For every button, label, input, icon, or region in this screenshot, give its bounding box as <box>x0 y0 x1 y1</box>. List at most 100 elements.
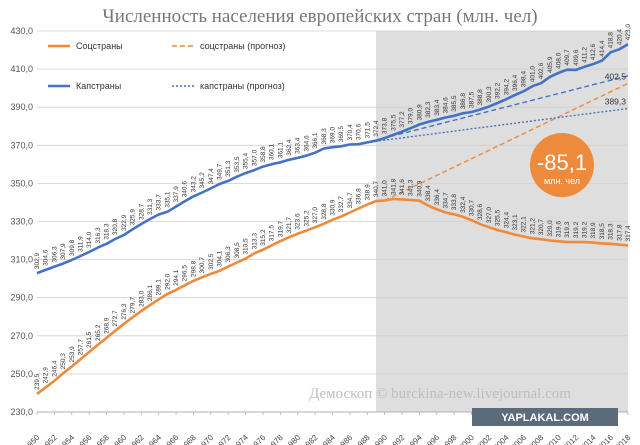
x-tick-label: 1968 <box>179 433 198 445</box>
data-label: 340,9 <box>416 180 423 197</box>
data-label: 279,7 <box>130 297 137 314</box>
x-tick-label: 1980 <box>283 433 302 445</box>
data-label: 338,9 <box>364 184 371 201</box>
data-label: 304,6 <box>43 249 50 266</box>
x-tick-label: 2008 <box>527 433 546 445</box>
data-label: 402,6 <box>538 63 545 80</box>
data-label: 310,5 <box>243 238 250 255</box>
x-tick-label: 1954 <box>57 433 76 445</box>
data-label: 250,3 <box>60 353 67 370</box>
x-tick-label: 2002 <box>474 433 493 445</box>
x-tick-label: 1962 <box>127 433 146 445</box>
y-tick-label: 430,0 <box>10 26 33 36</box>
data-label: 322,9 <box>121 214 128 231</box>
data-label: 385,5 <box>451 95 458 112</box>
data-label: 325,5 <box>495 209 502 226</box>
y-tick-label: 310,0 <box>10 255 33 265</box>
data-label: 306,3 <box>51 246 58 263</box>
data-label: 322,1 <box>521 216 528 233</box>
data-label: 392,2 <box>495 82 502 99</box>
x-tick-label: 1990 <box>370 433 389 445</box>
data-label: 315,2 <box>260 229 267 246</box>
data-label: 414,4 <box>599 40 606 57</box>
data-label: 292,0 <box>164 273 171 290</box>
data-label: 360,1 <box>269 144 276 161</box>
data-label: 300,7 <box>199 257 206 274</box>
x-tick-label: 2000 <box>457 433 476 445</box>
y-tick-label: 410,0 <box>10 64 33 74</box>
data-labels: 239,5 242,9 246,4 250,3 253,9 257,7 261,5 265,2… <box>34 24 632 390</box>
data-label: 390,3 <box>486 86 493 103</box>
x-tick-label: 1956 <box>75 433 94 445</box>
data-label: 327,0 <box>486 207 493 224</box>
data-label: 318,9 <box>590 222 597 239</box>
data-label: 398,4 <box>521 71 528 88</box>
data-label: 265,2 <box>95 324 102 341</box>
watermark: Демоскоп © burckina-new.livejournal.com <box>309 386 571 402</box>
y-tick-label: 290,0 <box>10 293 33 303</box>
data-label: 313,3 <box>251 233 258 250</box>
data-label: 341,8 <box>390 178 397 195</box>
data-label: 294,1 <box>173 269 180 286</box>
x-tick-label: 2006 <box>509 433 528 445</box>
data-label: 383,4 <box>434 99 441 116</box>
data-label: 319,2 <box>582 221 589 238</box>
data-label: 318,3 <box>608 223 615 240</box>
data-label: 276,3 <box>121 303 128 320</box>
data-label: 377,2 <box>399 111 406 128</box>
data-label: 302,9 <box>34 252 41 269</box>
x-tick-label: 2010 <box>544 433 563 445</box>
data-label: 321,2 <box>529 218 536 235</box>
y-tick-label: 270,0 <box>10 331 33 341</box>
x-tick-label: 1994 <box>405 433 424 445</box>
chart-title: Численность населения европейских стран … <box>102 6 537 27</box>
data-label: 380,9 <box>416 104 423 121</box>
data-label: 330,9 <box>330 199 337 216</box>
data-label: 358,8 <box>260 146 267 163</box>
data-label: 311,9 <box>77 236 84 252</box>
data-label: 323,6 <box>295 213 302 230</box>
x-tick-label: 1988 <box>353 433 372 445</box>
data-label: 332,7 <box>338 196 345 213</box>
data-label: 320,8 <box>112 218 119 235</box>
data-label: 246,4 <box>51 360 58 377</box>
data-label: 347,4 <box>208 168 215 185</box>
x-tick-label: 1996 <box>422 433 441 445</box>
data-label: 401,0 <box>529 66 536 83</box>
badge-unit: млн. чел <box>544 176 580 186</box>
data-label: 405,9 <box>547 56 554 73</box>
data-label: 412,6 <box>590 43 597 60</box>
data-label: 409,7 <box>564 49 571 66</box>
data-label: 327,0 <box>312 207 319 224</box>
data-label: 316,3 <box>95 227 102 244</box>
x-tick-label: 2014 <box>579 433 598 445</box>
data-label: 366,1 <box>312 132 319 149</box>
data-label: 331,3 <box>147 198 154 215</box>
data-label: 336,8 <box>356 188 363 205</box>
data-label: 296,5 <box>182 265 189 282</box>
x-tick-label: 1976 <box>248 433 267 445</box>
x-tick-label: 1982 <box>301 433 320 445</box>
data-label: 325,2 <box>303 210 310 227</box>
data-label: 336,4 <box>434 189 441 206</box>
data-label: 333,8 <box>451 194 458 211</box>
y-tick-label: 390,0 <box>10 102 33 112</box>
legend-label: соцстраны (прогноз) <box>200 41 285 51</box>
data-label: 317,5 <box>269 225 276 242</box>
data-label: 261,5 <box>86 331 93 348</box>
data-label: 328,6 <box>477 204 484 221</box>
series-line-2 <box>384 82 629 202</box>
data-label: 364,6 <box>303 135 310 152</box>
y-tick-label: 350,0 <box>10 178 33 188</box>
data-label: 320,0 <box>547 220 554 237</box>
data-label: 298,8 <box>190 260 197 277</box>
data-label: 302,5 <box>208 253 215 270</box>
data-label: 242,9 <box>43 367 50 384</box>
data-label: 306,3 <box>225 246 232 263</box>
x-tick-label: 1964 <box>144 433 163 445</box>
data-label: 337,9 <box>173 186 180 203</box>
data-label: 384,6 <box>442 97 449 114</box>
data-label: 304,1 <box>217 250 224 267</box>
y-tick-label: 330,0 <box>10 217 33 227</box>
